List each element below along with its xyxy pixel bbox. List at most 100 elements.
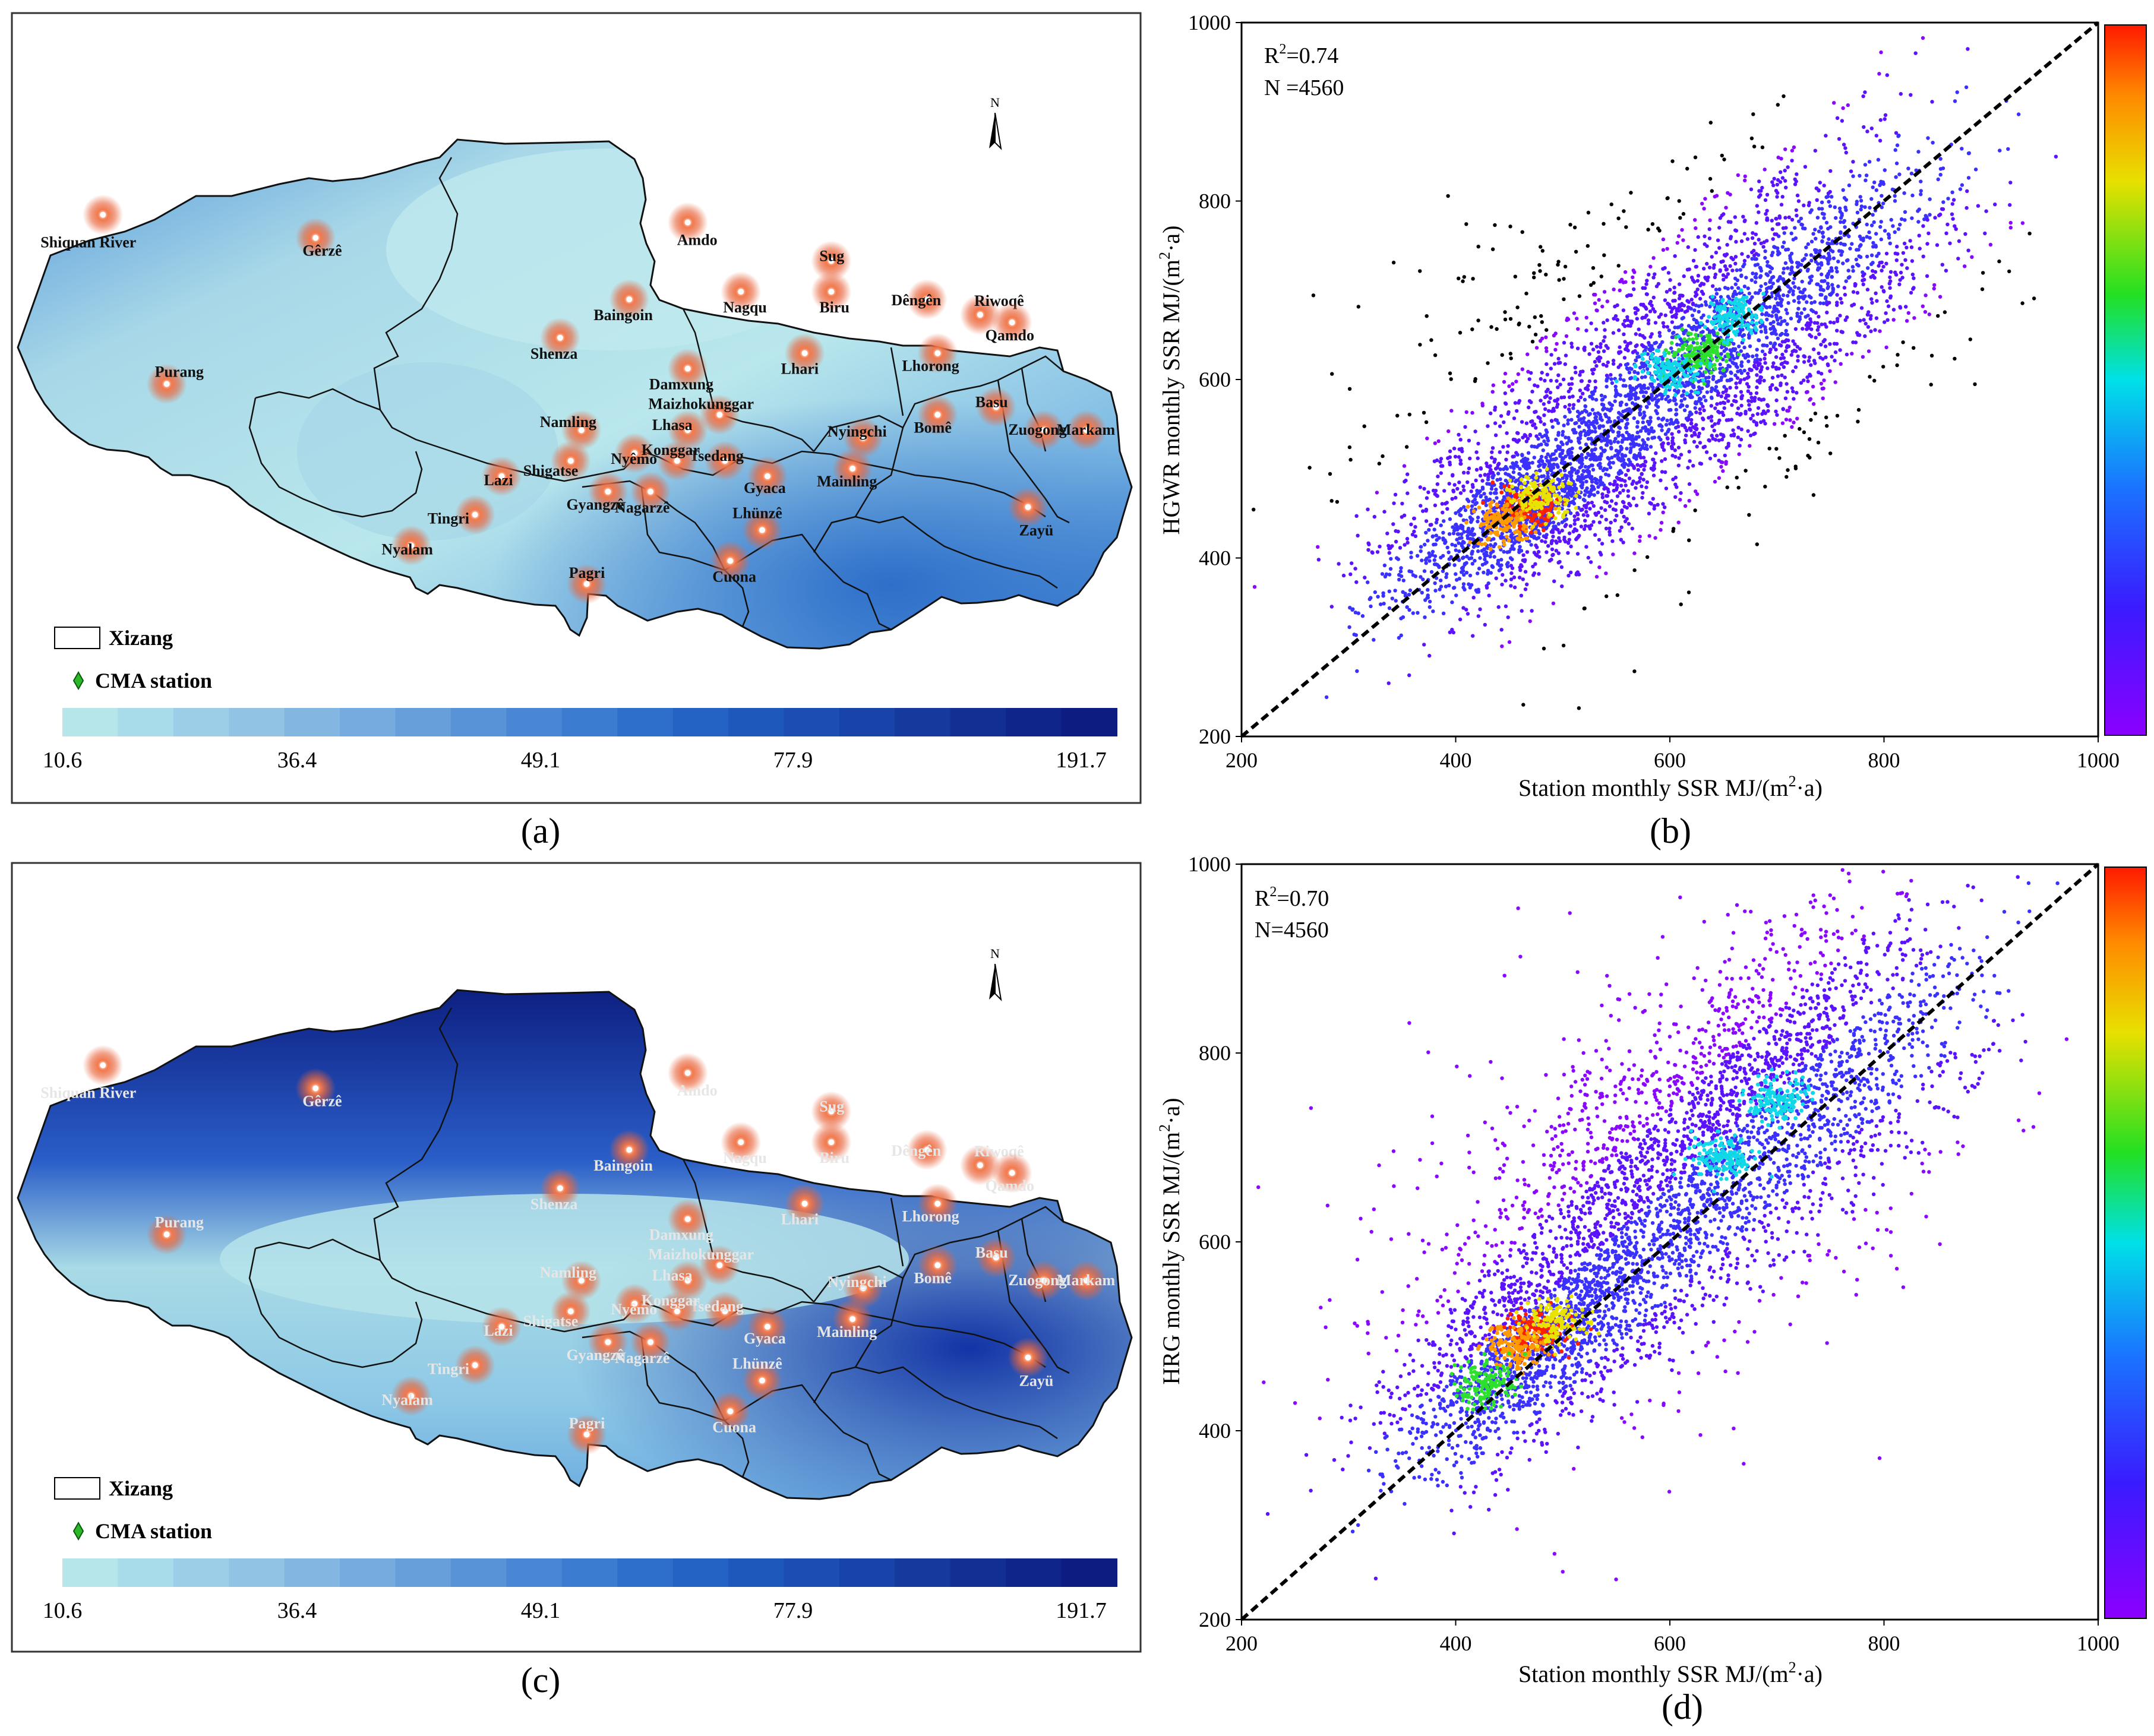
station-dot [828,289,835,295]
scatter-point [1787,215,1791,220]
scatter-point [1763,356,1767,361]
scatter-point [1468,573,1473,578]
scatter-point [1780,373,1784,378]
scatter-point [1819,261,1824,265]
scatter-point [1629,446,1633,450]
scatter-point [1709,395,1714,400]
scatter-point [1944,231,1948,235]
scatter-point [1626,293,1631,298]
scatter-point [1806,314,1810,318]
scatter-point [1617,425,1621,429]
scatter-point [1479,494,1483,499]
scatter-point [1707,265,1712,270]
scatter-point [1693,508,1697,513]
scatter-point [1433,441,1437,445]
scatter-point [1530,475,1534,479]
scatter-point [1468,586,1472,590]
scatter-point [1426,490,1430,495]
scatter-point [1888,275,1892,280]
scatter-point [1834,216,1838,220]
scatter-point [1737,344,1741,349]
colorbar-step [450,708,507,736]
scatter-point [1589,341,1594,346]
scatter-point [1602,349,1606,353]
scatter-point [1587,413,1591,417]
scatter-point [1650,426,1654,430]
scatter-point [1774,217,1778,221]
scatter-point [1804,390,1809,394]
scatter-point [1931,141,1935,145]
scatter-point [2007,269,2011,274]
scatter-point [1793,285,1797,289]
station-dot [934,1262,941,1269]
scatter-point [1602,253,1606,257]
scatter-point [1783,169,1787,173]
scatter-point [1602,339,1606,343]
station-label: Gêrzê [302,242,342,259]
station-label: Cuona [712,1418,756,1435]
scatter-point [1692,439,1697,444]
scatter-point [1924,293,1928,298]
scatter-point [1888,296,1893,300]
scatter-point [1611,461,1615,465]
scatter-point [2008,220,2013,225]
scatter-point [1953,99,1957,103]
station-dot [626,296,633,303]
scatter-point [1635,420,1640,424]
scatter-point [1366,548,1370,552]
scatter-point [1733,261,1738,265]
scatter-point [1562,395,1566,400]
scatter-point [1749,187,1754,191]
scatter-point [1529,543,1533,547]
scatter-point [1820,200,1824,204]
scatter-point [1666,441,1670,445]
scatter-point [1821,279,1825,283]
scatter-point [1351,607,1355,611]
scatter-point [1569,439,1573,444]
scatter-point [1869,223,1874,227]
scatter-point [1883,320,1887,324]
scatter-point [1502,420,1506,425]
scatter-point [1561,377,1566,382]
scatter-point [1723,396,1728,400]
scatter-point [1540,320,1544,324]
scatter-point [1681,238,1685,242]
scatter-point [1508,352,1512,356]
station-dot [1083,427,1089,434]
scatter-point [1461,279,1465,283]
scatter-point [1520,453,1524,457]
scatter-point [1678,216,1682,220]
scatter-point [1884,345,1888,350]
scatter-point [1471,634,1475,638]
scatter-point [1562,423,1566,428]
scatter-point [1771,183,1776,188]
scatter-point [1484,503,1488,507]
scatter-point [1804,253,1808,257]
scatter-point [1713,479,1717,484]
scatter-point [1596,411,1600,415]
scatter-point [1831,321,1836,325]
scatter-point [1844,279,1848,283]
scatter-point [1796,286,1801,290]
scatter-point [1528,619,1532,624]
scatter-point [1489,456,1494,460]
scatter-point [1600,495,1605,499]
scatter-point [1830,195,1834,199]
scatter-point [1516,431,1520,435]
scatter-point [1545,550,1549,554]
scatter-point [1387,589,1391,593]
scatter-point [1817,351,1821,356]
scatter-point [1567,531,1572,536]
scatter-point [1517,399,1522,403]
scatter-point [1558,469,1562,473]
scatter-point [1562,297,1566,301]
scatter-point [1533,333,1538,337]
scatter-point [1759,241,1763,245]
scatter-point [1638,333,1642,337]
scatter-point [1905,245,1909,249]
scatter-point [1762,378,1766,383]
scatter-point [1755,204,1759,208]
scatter-point [1735,376,1740,380]
scatter-point [1607,419,1612,423]
scatter-point [1449,409,1454,413]
